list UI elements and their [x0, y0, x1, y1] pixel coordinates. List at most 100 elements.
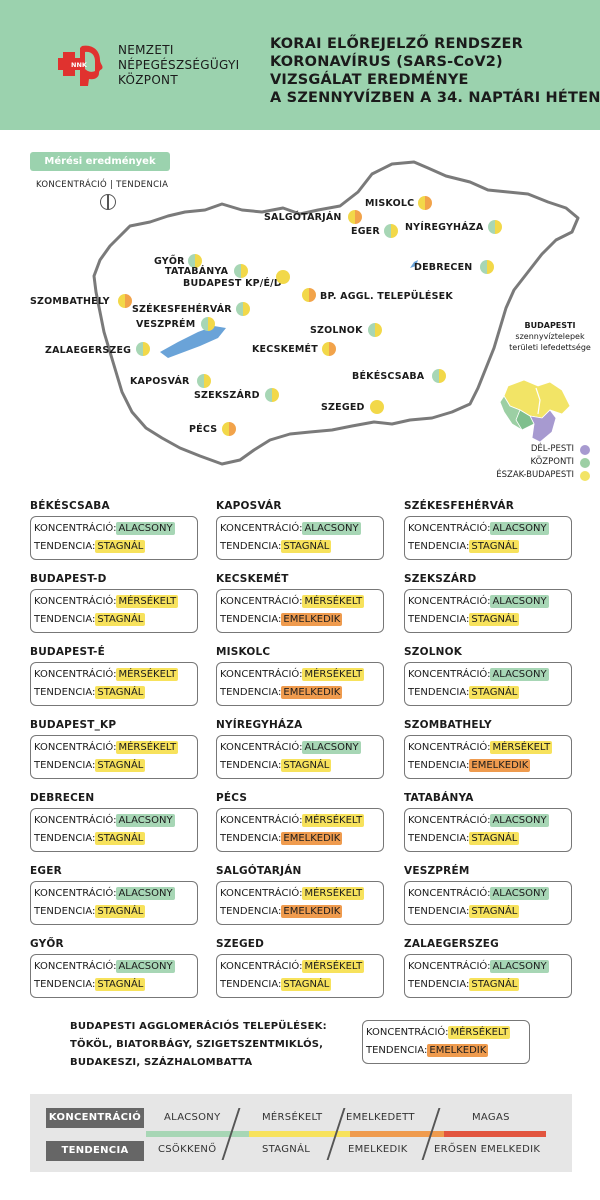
result-debrecen-card: KONCENTRÁCIÓ: ALACSONY TENDENCIA: STAGNÁL — [30, 808, 198, 852]
nnk-logo: NNK — [58, 42, 112, 88]
map-city-marker-bekescsaba — [432, 369, 446, 383]
map-city-label-bp-aggl-telepulesek: BP. AGGL. TELEPÜLÉSEK — [320, 291, 453, 302]
trend-value: STAGNÁL — [95, 978, 146, 991]
marker-trend-half — [243, 302, 250, 316]
concentration-value: MÉRSÉKELT — [116, 741, 179, 754]
hungary-map — [92, 160, 580, 466]
trend-value: STAGNÁL — [95, 613, 146, 626]
trend-label: TENDENCIA: — [220, 614, 282, 625]
card-title-salgotarjan: SALGÓTARJÁN — [216, 865, 302, 877]
result-szombathely-trend-row: TENDENCIA: EMELKEDIK — [408, 757, 568, 775]
concentration-value: ALACSONY — [302, 522, 361, 535]
concentration-label: KONCENTRÁCIÓ: — [220, 888, 303, 899]
concentration-label: KONCENTRÁCIÓ: — [408, 669, 491, 680]
page-title: KORAI ELŐREJELZŐ RENDSZER KORONAVÍRUS (S… — [270, 35, 600, 107]
trend-label: TENDENCIA: — [408, 614, 470, 625]
result-szombathely-card: KONCENTRÁCIÓ: MÉRSÉKELT TENDENCIA: EMELKEDI… — [404, 735, 572, 779]
map-section: Mérési eredmények KONCENTRÁCIÓ | TENDENC… — [0, 130, 600, 500]
trend-value: STAGNÁL — [281, 540, 332, 553]
marker-concentration-half — [236, 302, 243, 316]
result-szekesfehervar-concentration-row: KONCENTRÁCIÓ: ALACSONY — [408, 520, 568, 538]
trend-value: STAGNÁL — [95, 905, 146, 918]
scale-trend-emelkedik: EMELKEDIK — [348, 1144, 408, 1155]
header: NNK NEMZETI NÉPEGÉSZSÉGÜGYI KÖZPONT KORA… — [0, 0, 600, 130]
result-debrecen-concentration-row: KONCENTRÁCIÓ: ALACSONY — [34, 812, 194, 830]
agglomeration-line-3: BUDAKESZI, SZÁZHALOMBATTA — [70, 1057, 253, 1068]
card-title-budapest-kp: BUDAPEST_KP — [30, 719, 117, 731]
trend-label: TENDENCIA: — [220, 979, 282, 990]
concentration-label: KONCENTRÁCIÓ: — [220, 523, 303, 534]
map-city-marker-kaposvar — [197, 374, 211, 388]
result-nyiregyhaza-card: KONCENTRÁCIÓ: ALACSONY TENDENCIA: STAGNÁL — [216, 735, 384, 779]
card-title-budapest-e: BUDAPEST-É — [30, 646, 105, 658]
lake-tisza — [410, 260, 418, 268]
marker-concentration-half — [418, 196, 425, 210]
result-nyiregyhaza-concentration-row: KONCENTRÁCIÓ: ALACSONY — [220, 739, 380, 757]
card-title-veszprem: VESZPRÉM — [404, 865, 470, 877]
result-pecs-trend-row: TENDENCIA: EMELKEDIK — [220, 830, 380, 848]
logo-text: NNK — [71, 61, 88, 69]
org-line-2: NÉPEGÉSZSÉGÜGYI — [118, 58, 240, 72]
concentration-label: KONCENTRÁCIÓ: — [408, 523, 491, 534]
concentration-label: KONCENTRÁCIÓ: — [408, 596, 491, 607]
concentration-label: KONCENTRÁCIÓ: — [220, 815, 303, 826]
trend-label: TENDENCIA: — [220, 541, 282, 552]
map-city-label-miskolc: MISKOLC — [365, 198, 415, 209]
result-budapest-kp-concentration-row: KONCENTRÁCIÓ: MÉRSÉKELT — [34, 739, 194, 757]
hungary-outline — [92, 160, 580, 466]
concentration-label: KONCENTRÁCIÓ: — [34, 888, 117, 899]
title-line-3: VIZSGÁLAT EREDMÉNYE — [270, 72, 469, 88]
map-city-marker-szeged — [370, 400, 384, 414]
result-gyor-concentration-row: KONCENTRÁCIÓ: ALACSONY — [34, 958, 194, 976]
concentration-label: KONCENTRÁCIÓ: — [220, 669, 303, 680]
lake-balaton — [160, 326, 226, 358]
concentration-value: MÉRSÉKELT — [490, 741, 553, 754]
result-zalaegerszeg-trend-row: TENDENCIA: STAGNÁL — [408, 976, 568, 994]
result-bekescsaba-card: KONCENTRÁCIÓ: ALACSONY TENDENCIA: STAGNÁL — [30, 516, 198, 560]
concentration-value: ALACSONY — [490, 814, 549, 827]
concentration-label: KONCENTRÁCIÓ: — [408, 888, 491, 899]
concentration-value: ALACSONY — [116, 887, 175, 900]
trend-label: TENDENCIA: — [220, 687, 282, 698]
map-city-label-debrecen: DEBRECEN — [414, 262, 473, 273]
marker-concentration-half — [234, 264, 241, 278]
marker-trend-half — [487, 260, 494, 274]
agglomeration-trend-row: TENDENCIA: EMELKEDIK — [366, 1042, 526, 1060]
marker-concentration-half — [370, 400, 377, 414]
result-kecskemet-trend-row: TENDENCIA: EMELKEDIK — [220, 611, 380, 629]
card-title-szombathely: SZOMBATHELY — [404, 719, 492, 731]
result-gyor-trend-row: TENDENCIA: STAGNÁL — [34, 976, 194, 994]
result-pecs-concentration-row: KONCENTRÁCIÓ: MÉRSÉKELT — [220, 812, 380, 830]
trend-label: TENDENCIA: — [34, 760, 96, 771]
card-title-tatabanya: TATABÁNYA — [404, 792, 474, 804]
trend-label: TENDENCIA: — [220, 833, 282, 844]
agglomeration-line-1: BUDAPESTI AGGLOMERÁCIÓS TELEPÜLÉSEK: — [70, 1021, 327, 1032]
marker-trend-half — [425, 196, 432, 210]
result-szekszard-card: KONCENTRÁCIÓ: ALACSONY TENDENCIA: STAGNÁL — [404, 589, 572, 633]
trend-label: TENDENCIA: — [220, 760, 282, 771]
map-city-marker-gyor — [188, 254, 202, 268]
map-city-label-eger: EGER — [351, 226, 380, 237]
map-city-marker-szekszard — [265, 388, 279, 402]
marker-trend-half — [495, 220, 502, 234]
trend-value: EMELKEDIK — [281, 686, 343, 699]
result-tatabanya-concentration-row: KONCENTRÁCIÓ: ALACSONY — [408, 812, 568, 830]
trend-value: STAGNÁL — [95, 686, 146, 699]
budapest-legend-dot-eszak-budapesti — [580, 471, 590, 481]
scale-color-bar-4 — [444, 1131, 546, 1137]
result-szekszard-concentration-row: KONCENTRÁCIÓ: ALACSONY — [408, 593, 568, 611]
marker-concentration-half — [488, 220, 495, 234]
map-city-label-zalaegerszeg: ZALAEGERSZEG — [45, 345, 132, 356]
budapest-coverage-title-rest: szennyvíztelepek területi lefedettsége — [509, 332, 591, 352]
map-city-marker-veszprem — [201, 317, 215, 331]
agglomeration-concentration-row: KONCENTRÁCIÓ: MÉRSÉKELT — [366, 1024, 526, 1042]
map-city-marker-salgotarjan — [348, 210, 362, 224]
map-city-marker-miskolc — [418, 196, 432, 210]
trend-label: TENDENCIA: — [408, 906, 470, 917]
result-szekszard-trend-row: TENDENCIA: STAGNÁL — [408, 611, 568, 629]
card-title-pecs: PÉCS — [216, 792, 248, 804]
results-badge: Mérési eredmények — [30, 152, 170, 171]
result-tatabanya-card: KONCENTRÁCIÓ: ALACSONY TENDENCIA: STAGNÁL — [404, 808, 572, 852]
marker-concentration-half — [118, 294, 125, 308]
concentration-value: MÉRSÉKELT — [448, 1026, 511, 1039]
